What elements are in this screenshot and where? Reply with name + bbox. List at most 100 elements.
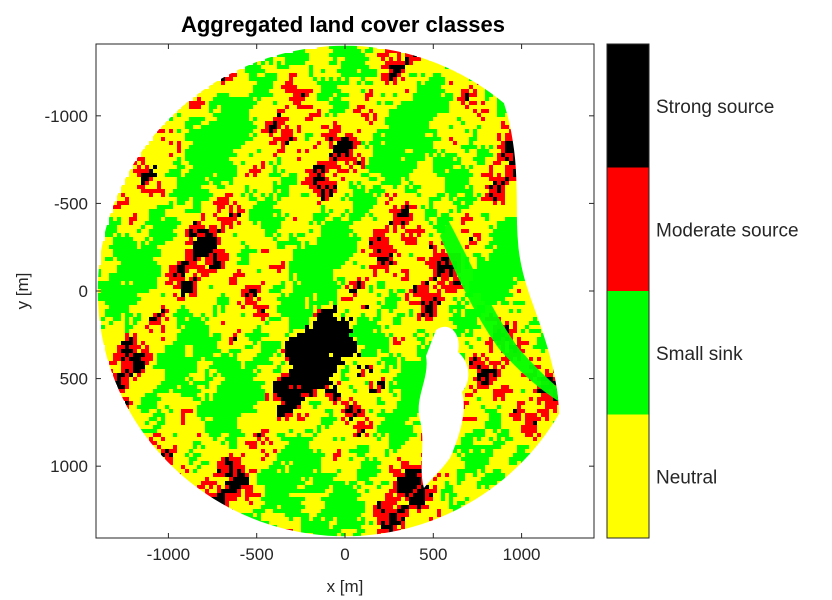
- map-cell: [133, 205, 137, 209]
- map-cell: [481, 193, 485, 197]
- map-cell: [245, 245, 249, 249]
- map-cell: [201, 245, 205, 249]
- map-cell: [193, 189, 197, 193]
- map-cell: [177, 229, 181, 233]
- map-cell: [157, 129, 161, 133]
- map-cell: [393, 205, 397, 209]
- map-cell: [121, 213, 125, 217]
- map-cell: [197, 93, 201, 97]
- map-cell: [265, 161, 269, 165]
- map-cell: [189, 109, 193, 113]
- map-cell: [269, 141, 273, 145]
- map-cell: [509, 225, 513, 229]
- map-cell: [409, 109, 413, 113]
- map-cell: [385, 73, 389, 77]
- map-cell: [197, 137, 201, 141]
- map-cell: [261, 157, 265, 161]
- map-cell: [393, 133, 397, 137]
- map-cell: [321, 237, 325, 241]
- map-cell: [277, 193, 281, 197]
- map-cell: [417, 241, 421, 245]
- map-cell: [477, 233, 481, 237]
- map-cell: [429, 109, 433, 113]
- map-cell: [477, 97, 481, 101]
- map-cell: [357, 49, 361, 53]
- map-cell: [333, 241, 337, 245]
- map-cell: [237, 161, 241, 165]
- map-cell: [205, 161, 209, 165]
- map-cell: [289, 77, 293, 81]
- map-cell: [469, 185, 473, 189]
- map-cell: [321, 241, 325, 245]
- map-cell: [421, 173, 425, 177]
- map-cell: [377, 149, 381, 153]
- map-cell: [345, 249, 349, 253]
- map-cell: [357, 57, 361, 61]
- map-cell: [365, 225, 369, 229]
- map-cell: [241, 213, 245, 217]
- map-cell: [357, 153, 361, 157]
- map-cell: [497, 237, 501, 241]
- map-cell: [341, 161, 345, 165]
- map-cell: [157, 229, 161, 233]
- map-cell: [257, 105, 261, 109]
- map-cell: [209, 237, 213, 241]
- map-cell: [249, 169, 253, 173]
- map-cell: [329, 45, 333, 49]
- map-cell: [421, 149, 425, 153]
- map-cell: [445, 165, 449, 169]
- map-cell: [289, 233, 293, 237]
- map-cell: [117, 197, 121, 201]
- map-cell: [177, 133, 181, 137]
- map-cell: [161, 145, 165, 149]
- map-cell: [121, 229, 125, 233]
- map-cell: [241, 149, 245, 153]
- map-cell: [221, 245, 225, 249]
- map-cell: [245, 133, 249, 137]
- map-cell: [165, 137, 169, 141]
- map-cell: [197, 193, 201, 197]
- map-cell: [313, 101, 317, 105]
- map-cell: [413, 245, 417, 249]
- map-cell: [497, 229, 501, 233]
- map-cell: [453, 85, 457, 89]
- map-cell: [297, 181, 301, 185]
- map-cell: [385, 213, 389, 217]
- map-cell: [145, 169, 149, 173]
- map-cell: [377, 137, 381, 141]
- map-cell: [309, 229, 313, 233]
- map-cell: [317, 61, 321, 65]
- map-cell: [421, 137, 425, 141]
- map-cell: [485, 109, 489, 113]
- map-cell: [121, 249, 125, 253]
- map-cell: [329, 53, 333, 57]
- map-cell: [393, 173, 397, 177]
- map-cell: [405, 189, 409, 193]
- map-cell: [389, 93, 393, 97]
- map-cell: [253, 233, 257, 237]
- map-cell: [421, 229, 425, 233]
- map-cell: [221, 101, 225, 105]
- map-cell: [377, 165, 381, 169]
- map-cell: [465, 161, 469, 165]
- map-cell: [437, 81, 441, 85]
- map-cell: [353, 177, 357, 181]
- map-cell: [401, 213, 405, 217]
- map-cell: [229, 169, 233, 173]
- map-cell: [117, 253, 121, 257]
- map-cell: [441, 69, 445, 73]
- map-cell: [225, 205, 229, 209]
- map-cell: [173, 205, 177, 209]
- map-cell: [477, 157, 481, 161]
- map-cell: [489, 93, 493, 97]
- map-cell: [233, 97, 237, 101]
- map-cell: [165, 233, 169, 237]
- map-cell: [313, 169, 317, 173]
- map-cell: [145, 181, 149, 185]
- map-cell: [133, 241, 137, 245]
- map-cell: [393, 225, 397, 229]
- map-cell: [253, 69, 257, 73]
- map-cell: [457, 197, 461, 201]
- map-cell: [313, 93, 317, 97]
- map-cell: [277, 133, 281, 137]
